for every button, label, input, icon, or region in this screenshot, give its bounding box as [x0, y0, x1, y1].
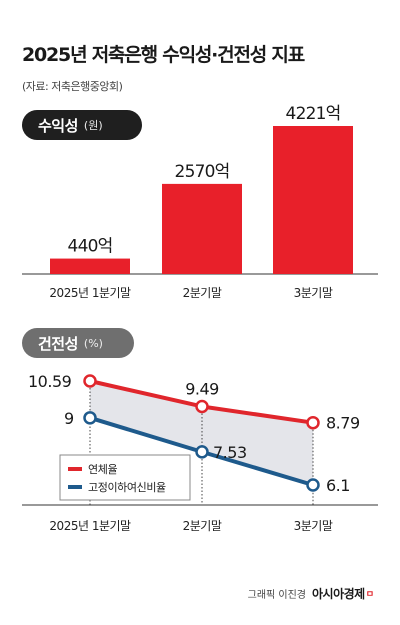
legend-box	[59, 454, 191, 501]
soundness-pill: 건전성 (%)	[22, 328, 134, 358]
revenue-value-label: 440억	[68, 237, 113, 257]
delinquency-point	[195, 399, 209, 414]
brand-logo: 아시아경제	[312, 587, 365, 601]
legend-delinquency-label: 연체율	[88, 463, 117, 476]
delinquency-value-label: 9.49	[185, 379, 219, 398]
line-x-tick-label: 2분기말	[183, 519, 222, 533]
bar-x-tick-label: 3분기말	[294, 286, 333, 300]
soundness-unit: (%)	[83, 336, 103, 350]
profitability-unit: (원)	[83, 119, 103, 132]
profitability-label: 수익성	[38, 116, 78, 135]
chart-title: 2025년 저축은행 수익성·건전성 지표	[22, 44, 305, 66]
fixed-below-point	[83, 411, 97, 425]
bar-x-tick-label: 2025년 1분기말	[49, 286, 131, 300]
profitability-bar-chart: 440억 2025년 1분기말 2570억 2분기말 4221억 3분기말	[22, 104, 378, 300]
revenue-bar	[162, 183, 242, 274]
soundness-line-chart: 10.59 9.49 8.79 9 7.53 6.1 2025년 1분기말 2분기말 3분기말 연…	[22, 372, 378, 533]
bar-x-tick-label: 2분기말	[183, 286, 222, 300]
delinquency-point	[306, 415, 320, 430]
fixed-below-value-label: 9	[64, 409, 74, 428]
soundness-label: 건전성	[38, 334, 78, 353]
fixed-below-value-label: 7.53	[213, 443, 247, 462]
brand-mark-icon: ㅁ	[365, 590, 374, 600]
delinquency-value-label: 8.79	[326, 414, 360, 433]
revenue-bar	[50, 258, 130, 274]
revenue-value-label: 4221억	[286, 104, 341, 124]
revenue-value-label: 2570억	[175, 162, 230, 182]
delinquency-point	[83, 374, 97, 388]
series-gap-shading	[90, 381, 313, 485]
profitability-pill: 수익성 (원)	[22, 110, 142, 140]
revenue-bar	[273, 126, 353, 274]
fixed-below-value-label: 6.1	[326, 476, 350, 495]
data-source: (자료: 저축은행중앙회)	[22, 80, 123, 93]
line-x-tick-label: 2025년 1분기말	[49, 519, 131, 533]
legend-fixed-below-label: 고정이하여신비율	[88, 480, 166, 494]
graphic-credit: 그래픽 이진경 아시아경제 ㅁ	[248, 585, 374, 602]
credit-author: 그래픽 이진경	[247, 590, 307, 601]
fixed-below-point	[306, 478, 320, 492]
line-x-tick-label: 3분기말	[294, 519, 333, 533]
delinquency-value-label: 10.59	[28, 372, 72, 391]
fixed-below-point	[195, 445, 209, 459]
